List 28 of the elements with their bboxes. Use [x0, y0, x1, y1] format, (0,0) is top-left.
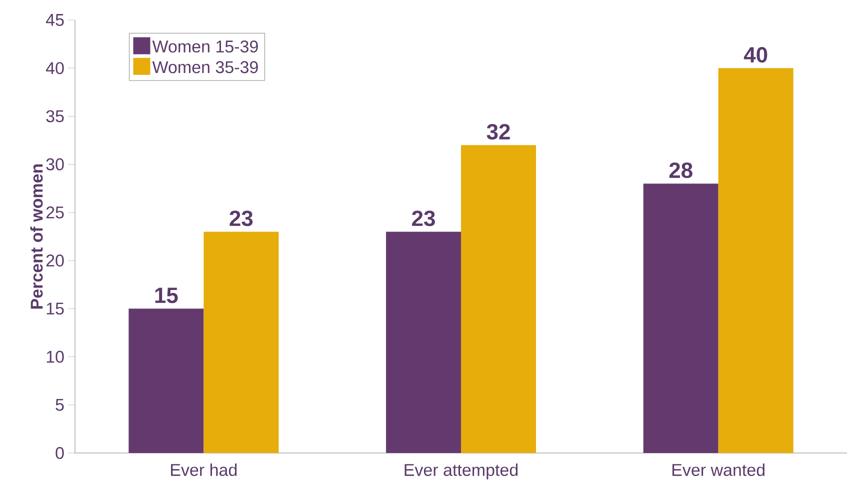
data-label: 32 [486, 124, 510, 140]
legend-label: Women 35-39 [152, 61, 258, 74]
y-tick-label: 10 [46, 350, 64, 363]
data-label: 23 [230, 210, 253, 226]
y-tick-label: 0 [56, 446, 64, 460]
y-tick-label: 30 [46, 158, 64, 170]
bar [204, 232, 279, 453]
bar [643, 184, 718, 453]
y-tick-label: 25 [46, 206, 64, 218]
bar [718, 68, 794, 453]
y-tick-label: 5 [56, 398, 64, 411]
data-label: 28 [669, 162, 692, 178]
legend-label: Women 15-39 [152, 40, 258, 53]
y-tick-label: 15 [46, 302, 64, 315]
y-axis-title: Percent of women [30, 164, 43, 309]
bar [386, 232, 462, 453]
bar [128, 308, 204, 453]
y-tick-label: 45 [46, 14, 64, 26]
data-label: 23 [412, 210, 435, 226]
bar [461, 145, 536, 453]
y-tick-label: 20 [46, 254, 64, 267]
y-tick-label: 40 [46, 62, 64, 74]
x-tick-label: Ever wanted [672, 464, 764, 476]
x-tick-label: Ever attempted [404, 464, 518, 480]
data-label: 40 [744, 47, 768, 63]
y-tick-label: 35 [46, 110, 64, 122]
data-label: 15 [155, 288, 178, 304]
x-tick-label: Ever had [171, 464, 237, 476]
